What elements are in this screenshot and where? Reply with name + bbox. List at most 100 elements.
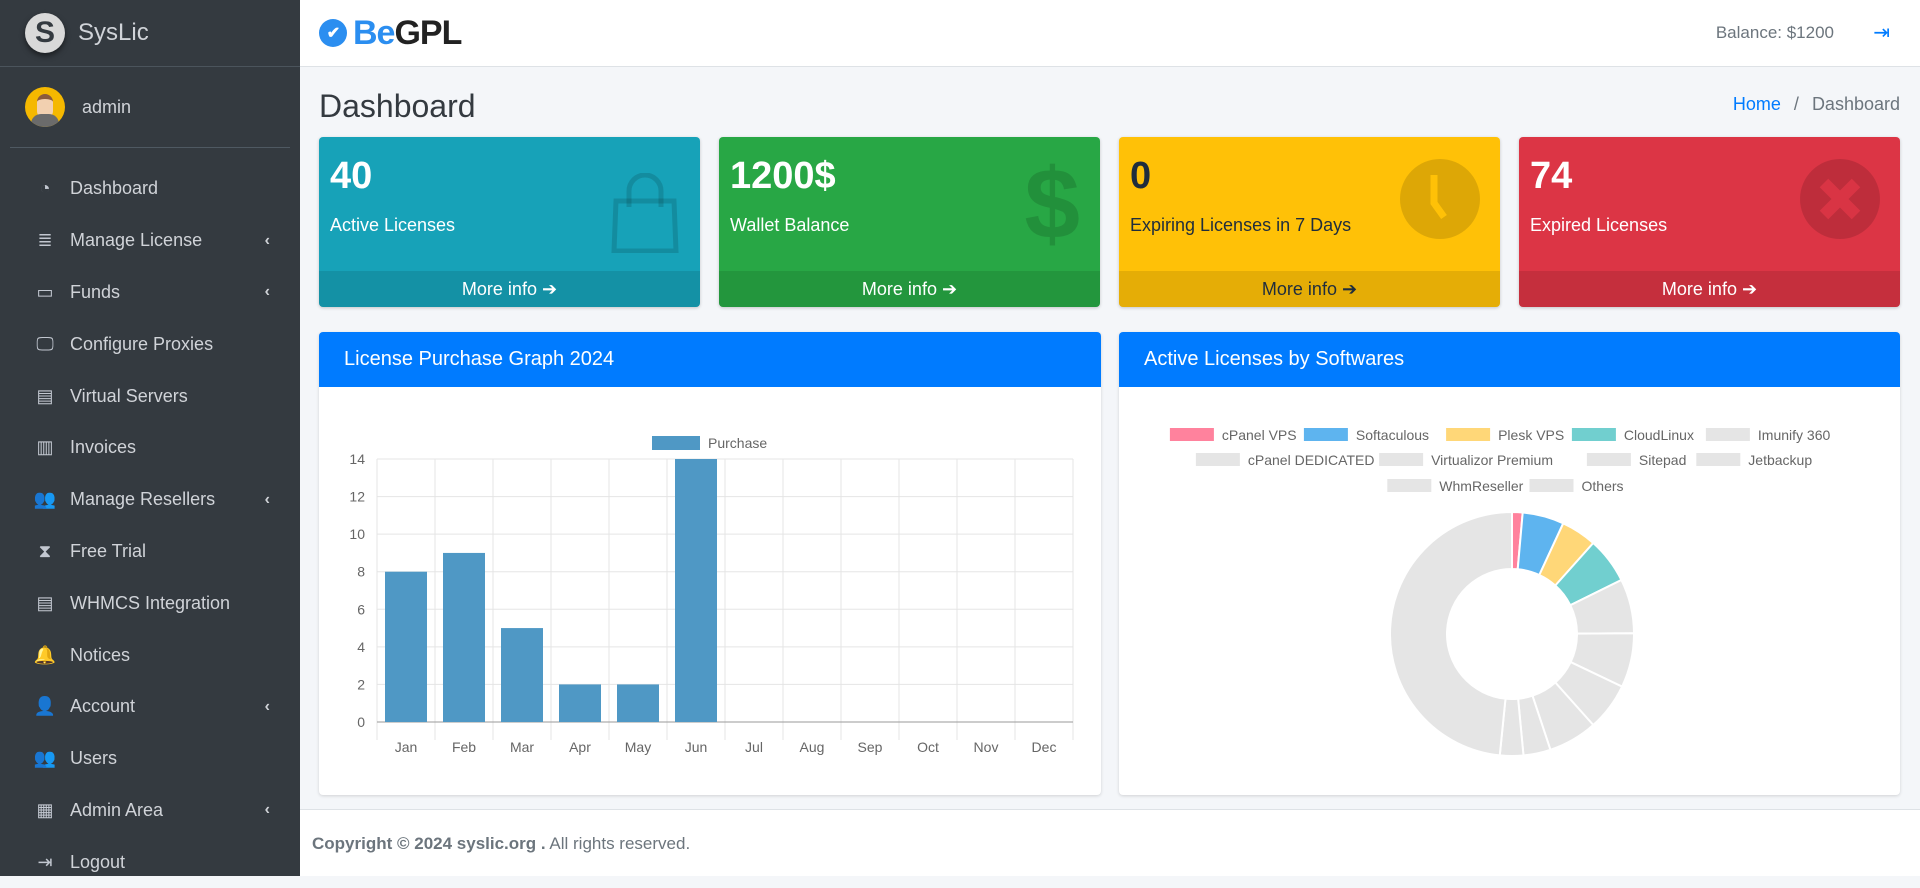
x-tick-label: Jun [685, 739, 708, 755]
rights: All rights reserved. [545, 834, 691, 853]
database-icon: ≣ [37, 230, 53, 251]
legend-label: Sitepad [1639, 452, 1686, 468]
sidebar-item-funds[interactable]: ▭ Funds ‹ [0, 267, 300, 319]
more-info-link[interactable]: More info ➔ [719, 271, 1100, 307]
more-info-link[interactable]: More info ➔ [1119, 271, 1500, 307]
sidebar-item-configure-proxies[interactable]: 🖵 Configure Proxies [0, 318, 300, 370]
x-tick-label: Feb [452, 739, 476, 755]
chevron-left-icon: ‹ [264, 231, 270, 249]
softwares-panel: Active Licenses by Softwares cPanel VPS S… [1119, 332, 1900, 795]
stat-label: Expired Licenses [1530, 215, 1668, 235]
legend-swatch [652, 436, 700, 450]
purchase-bar-chart: Purchase 0 2 4 6 8 10 12 14 Jan Feb Mar Apr May Jun Jul… [349, 435, 1074, 755]
legend-swatch [1303, 428, 1348, 441]
y-tick-label: 14 [349, 451, 365, 467]
user-icon: 👤 [33, 696, 57, 717]
more-info-label: More info [861, 279, 937, 299]
y-tick-label: 2 [357, 676, 365, 692]
stat-value: 74 [1530, 155, 1573, 197]
bar-may [617, 684, 659, 722]
user-name: admin [82, 96, 132, 117]
more-info-label: More info [1661, 279, 1737, 299]
verified-badge-icon: ✔ [319, 19, 347, 47]
logo-gpl: GPL [394, 13, 462, 52]
sidebar-item-manage-license[interactable]: ≣ Manage License ‹ [0, 215, 300, 267]
y-tick-label: 12 [349, 489, 365, 505]
stat-value: 1200$ [730, 155, 836, 197]
legend-swatch [1379, 453, 1424, 466]
book-icon: ▤ [36, 385, 54, 406]
sidebar-item-invoices[interactable]: ▥ Invoices [0, 422, 300, 474]
sidebar-item-label: Funds [70, 281, 121, 302]
y-tick-label: 8 [357, 564, 365, 580]
copyright: Copyright © 2024 syslic.org . [312, 834, 546, 853]
stat-card: 1200$ Wallet Balance $ More info ➔ [719, 137, 1100, 307]
sidebar-item-label: Virtual Servers [70, 385, 188, 406]
tachometer-icon: ◔ [39, 178, 51, 199]
logout-icon[interactable]: ⇥ [1873, 22, 1890, 44]
stat-label: Active Licenses [330, 215, 456, 235]
sidebar-item-label: Configure Proxies [70, 333, 214, 354]
bar-jun [675, 459, 717, 722]
shopping-bag-icon [611, 173, 679, 253]
avatar [25, 87, 65, 127]
sidebar-item-logout[interactable]: ⇥ Logout [0, 836, 300, 888]
bar-mar [501, 628, 543, 722]
begpl-logo[interactable]: ✔ Be GPL [319, 13, 462, 53]
purchase-graph-panel: License Purchase Graph 2024 Purchase 0 2 4 6… [319, 332, 1101, 795]
sidebar: S SysLic admin ◔ Dashboard ≣ Manage License… [0, 0, 300, 876]
clock-icon [1400, 159, 1480, 239]
stat-card: 74 Expired Licenses More info ➔ [1519, 137, 1900, 307]
more-info-link[interactable]: More info ➔ [1519, 271, 1900, 307]
sidebar-item-label: Admin Area [70, 799, 164, 820]
users-icon: 👥 [33, 748, 57, 769]
sidebar-item-dashboard[interactable]: ◔ Dashboard [0, 163, 300, 215]
legend-swatch [1571, 428, 1616, 441]
legend-label: Jetbackup [1748, 452, 1812, 468]
breadcrumb-home[interactable]: Home [1732, 94, 1781, 114]
page-title: Dashboard [319, 88, 476, 124]
x-tick-label: Oct [917, 739, 939, 755]
more-info-label: More info [461, 279, 537, 299]
legend-label: Others [1582, 478, 1624, 494]
legend-swatch [1387, 479, 1432, 492]
panel-title: Active Licenses by Softwares [1119, 332, 1900, 387]
chevron-left-icon: ‹ [264, 801, 270, 819]
sidebar-item-label: WHMCS Integration [70, 592, 231, 613]
chevron-left-icon: ‹ [264, 283, 270, 301]
sidebar-item-free-trial[interactable]: ⧗ Free Trial [0, 526, 300, 578]
legend-label: WhmReseller [1439, 478, 1523, 494]
y-tick-label: 4 [357, 639, 365, 655]
sidebar-item-label: Dashboard [70, 178, 159, 199]
x-tick-label: Nov [974, 739, 999, 755]
more-info-link[interactable]: More info ➔ [319, 271, 700, 307]
brand-link[interactable]: S SysLic [0, 0, 300, 67]
file-invoice-icon: ▥ [36, 437, 54, 458]
sidebar-item-whmcs-integration[interactable]: ▤ WHMCS Integration [0, 577, 300, 629]
slice-others [1389, 510, 1513, 757]
sidebar-item-manage-resellers[interactable]: 👥 Manage Resellers ‹ [0, 474, 300, 526]
legend-label: cPanel VPS [1222, 427, 1297, 443]
legend-swatch [1586, 453, 1631, 466]
sidebar-item-label: Account [70, 696, 136, 717]
legend-swatch [1705, 428, 1750, 441]
sidebar-item-virtual-servers[interactable]: ▤ Virtual Servers [0, 370, 300, 422]
stat-value: 40 [330, 155, 373, 197]
legend-label: Purchase [708, 435, 767, 451]
y-tick-label: 0 [357, 714, 365, 730]
arrow-circle-right-icon: ➔ [941, 279, 958, 299]
legend-label: CloudLinux [1624, 427, 1694, 443]
sidebar-item-notices[interactable]: 🔔 Notices [0, 629, 300, 681]
sidebar-item-label: Manage Resellers [70, 489, 216, 510]
more-info-label: More info [1261, 279, 1337, 299]
sidebar-item-users[interactable]: 👥 Users [0, 733, 300, 785]
syslic-logo: S [25, 13, 65, 53]
sidebar-item-admin-area[interactable]: ▦ Admin Area ‹ [0, 785, 300, 837]
x-tick-label: Apr [569, 739, 591, 755]
user-panel[interactable]: admin [10, 67, 290, 148]
breadcrumb-current: Dashboard [1811, 94, 1900, 114]
grid-icon: ▦ [36, 799, 54, 820]
panel-title: License Purchase Graph 2024 [319, 332, 1101, 387]
stat-card: 40 Active Licenses More info ➔ [319, 137, 700, 307]
sidebar-item-account[interactable]: 👤 Account ‹ [0, 681, 300, 733]
